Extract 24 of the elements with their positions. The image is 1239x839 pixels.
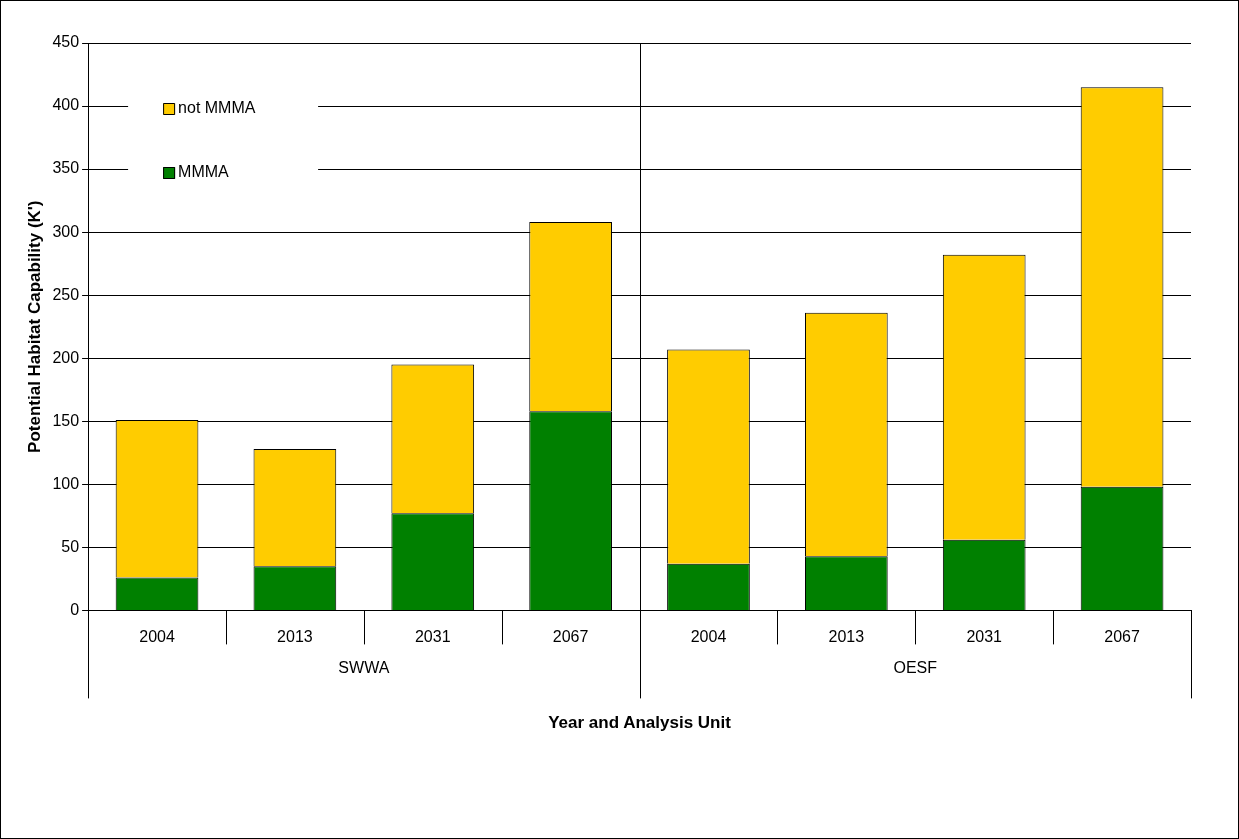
legend-label: not MMMA	[178, 99, 256, 117]
text: OESF	[893, 658, 938, 676]
x-tick-label: 2031	[966, 628, 1003, 646]
legend-label: MMMA	[178, 163, 230, 181]
y-tick-label: 300	[52, 222, 80, 240]
x-tick-label: 2004	[139, 628, 175, 646]
y-tick-label: 450	[52, 33, 80, 51]
y-axis-title: Potential Habitat Capability (K')	[24, 200, 44, 453]
x-tick-label: 2013	[828, 628, 865, 646]
y-tick-label: 50	[61, 537, 80, 555]
x-tick-label: 2067	[1104, 628, 1140, 646]
y-tick-label: 150	[52, 411, 80, 429]
x-axis-title: Year and Analysis Unit	[548, 713, 732, 733]
x-tick-label: 2031	[414, 628, 451, 646]
x-tick-label: 2067	[552, 628, 589, 646]
y-tick-label: 100	[52, 474, 80, 492]
y-tick-label: 400	[52, 96, 80, 114]
y-tick-label: 250	[52, 285, 80, 303]
x-tick-label: 2004	[690, 628, 727, 646]
x-tick-label: 2013	[277, 628, 313, 646]
y-tick-label: 200	[52, 348, 80, 366]
y-tick-label: 350	[52, 159, 80, 177]
text: SWWA	[338, 658, 390, 676]
y-tick-label: 0	[70, 600, 80, 618]
